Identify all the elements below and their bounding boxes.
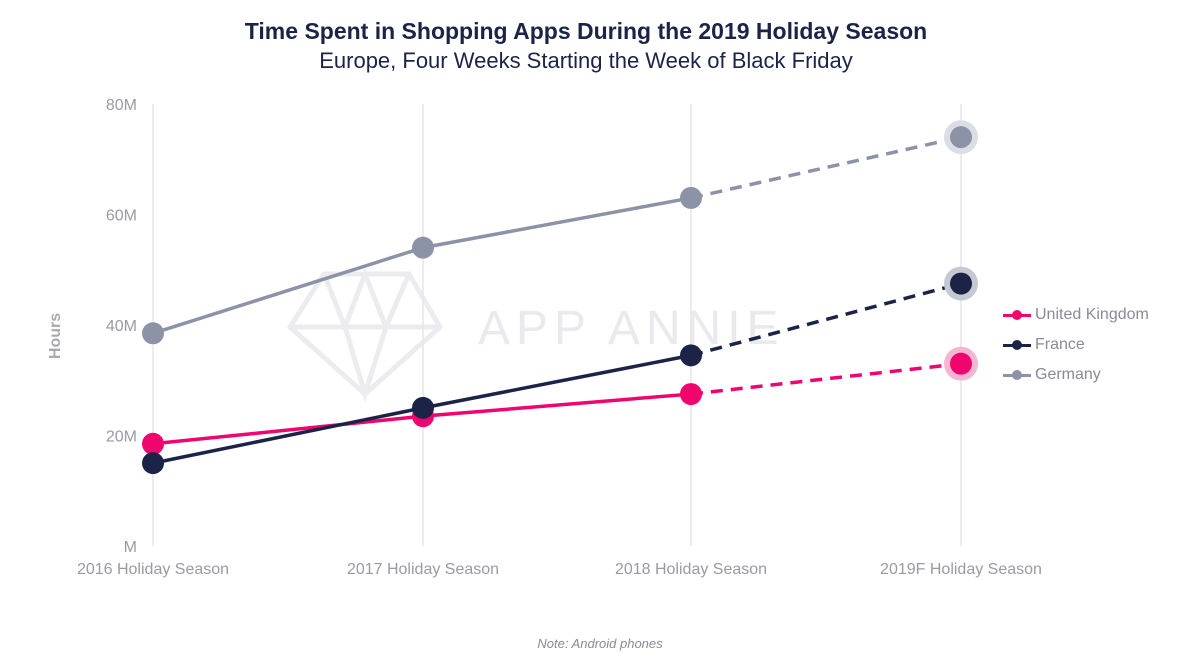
legend-swatch-united-kingdom	[1003, 307, 1033, 323]
y-tick-label: 60M	[106, 208, 137, 225]
legend-label: France	[1035, 336, 1085, 353]
data-point-france	[680, 344, 702, 367]
legend-label: Germany	[1035, 366, 1101, 383]
legend-item-germany: Germany	[1003, 360, 1149, 390]
data-point-france	[142, 452, 164, 475]
data-point-germany	[412, 236, 434, 259]
data-point-united-kingdom	[950, 352, 972, 375]
series-group	[142, 120, 978, 475]
legend-swatch-germany	[1003, 367, 1033, 383]
y-axis-label: Hours	[47, 313, 64, 359]
data-point-united-kingdom	[680, 383, 702, 406]
y-tick-label: 80M	[106, 97, 137, 114]
watermark: APP ANNIE	[286, 267, 785, 403]
footnote: Note: Android phones	[537, 636, 663, 651]
forecast-line-france	[690, 281, 962, 358]
x-tick-label: 2018 Holiday Season	[615, 561, 767, 578]
data-point-germany	[680, 186, 702, 209]
legend-swatch-france	[1003, 337, 1033, 353]
forecast-line-united-kingdom	[690, 361, 962, 396]
data-point-germany	[950, 126, 972, 149]
data-point-united-kingdom	[142, 432, 164, 455]
legend: United Kingdom France Germany	[1003, 300, 1149, 390]
series-germany	[142, 120, 978, 345]
chart-subtitle: Europe, Four Weeks Starting the Week of …	[319, 48, 853, 73]
series-france	[142, 266, 978, 475]
y-tick-label: 40M	[106, 318, 137, 335]
data-point-france	[950, 272, 972, 295]
y-axis: M 20M 40M 60M 80M	[106, 97, 137, 556]
legend-item-united-kingdom: United Kingdom	[1003, 300, 1149, 330]
x-tick-label: 2019F Holiday Season	[880, 561, 1042, 578]
chart-title: Time Spent in Shopping Apps During the 2…	[244, 18, 928, 44]
watermark-text: APP ANNIE	[478, 302, 785, 355]
forecast-line-germany	[690, 135, 962, 200]
data-point-germany	[142, 322, 164, 345]
y-tick-label: M	[124, 539, 137, 556]
legend-item-france: France	[1003, 330, 1149, 360]
legend-label: United Kingdom	[1035, 306, 1149, 323]
x-axis: 2016 Holiday Season 2017 Holiday Season 20…	[77, 561, 1042, 578]
x-tick-label: 2016 Holiday Season	[77, 561, 229, 578]
data-point-france	[412, 396, 434, 419]
x-tick-label: 2017 Holiday Season	[347, 561, 499, 578]
diamond-logo-icon	[286, 267, 444, 403]
y-tick-label: 20M	[106, 429, 137, 446]
